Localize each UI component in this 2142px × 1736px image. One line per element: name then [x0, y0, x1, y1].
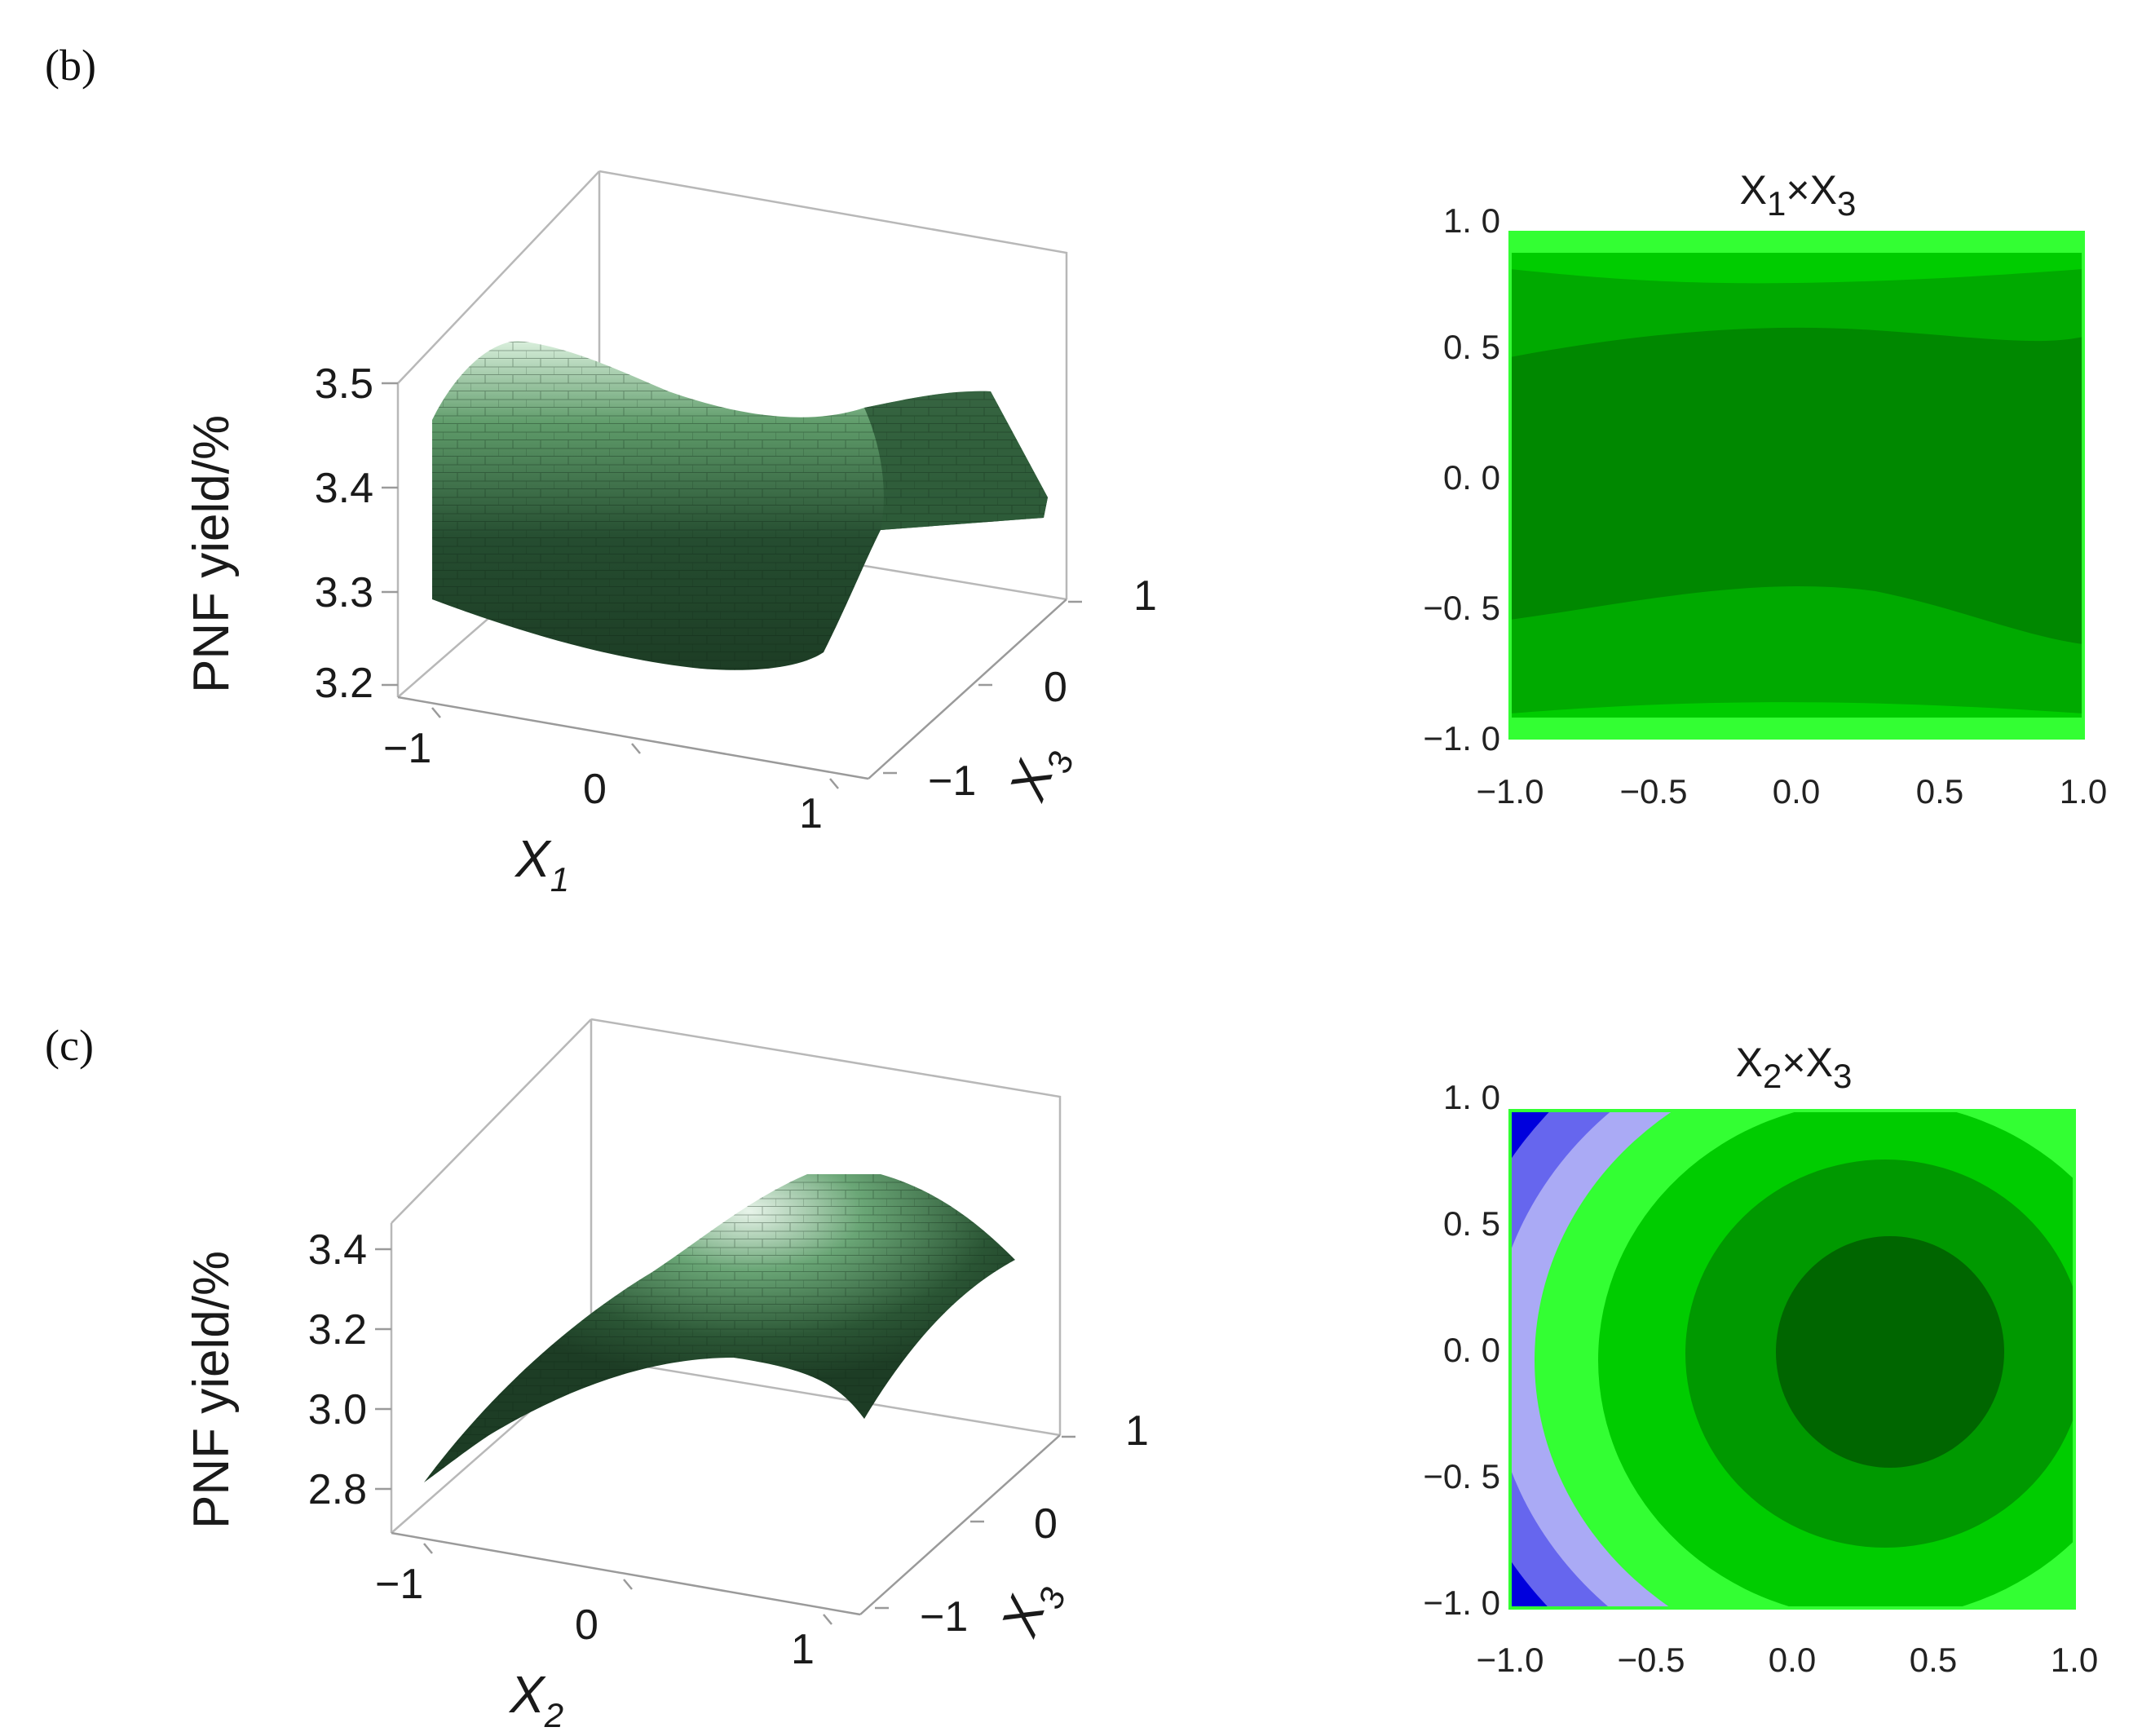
x-tick: −1.0 — [1477, 1641, 1544, 1679]
contour-fill-c — [1510, 1111, 2074, 1608]
z-tick: 3.4 — [308, 1226, 367, 1274]
x-tick: 0.0 — [1769, 1641, 1816, 1679]
panel-b: (b) — [45, 41, 2107, 899]
x-tick: 0.0 — [1773, 772, 1820, 811]
contour-y-ticks-c: 1. 0 0. 5 0. 0 −0. 5 −1. 0 — [1423, 1078, 1500, 1622]
z-axis-title-c: PNF yield/% — [183, 1251, 240, 1529]
y-tick: −0. 5 — [1423, 589, 1500, 627]
contour-x-ticks-b: −1.0 −0.5 0.0 0.5 1.0 — [1477, 772, 2108, 811]
contour-plot-c: X2×X3 1. 0 0. 5 0. 0 −0. 5 −1. 0 −1.0 − — [1423, 1040, 2099, 1679]
y-tick: −1 — [928, 758, 976, 805]
z-axis-title-b: PNF yield/% — [183, 415, 240, 693]
z-tick: 3.0 — [308, 1386, 367, 1433]
contour-plot-b: X1×X3 1. 0 0. 5 0. 0 −0. 5 −1. 0 −1.0 −0… — [1423, 167, 2107, 811]
y-tick: −1. 0 — [1423, 1584, 1500, 1622]
z-tick: 3.3 — [315, 569, 373, 616]
y-tick: 0. 5 — [1443, 1204, 1500, 1243]
x-ticks-b: −1 0 1 — [383, 707, 839, 837]
y-tick: 1. 0 — [1443, 1078, 1500, 1116]
surface-b — [432, 341, 1048, 670]
y-tick: 0. 0 — [1443, 458, 1500, 497]
x-ticks-c: −1 0 1 — [375, 1543, 833, 1673]
x-tick: −0.5 — [1620, 772, 1688, 811]
x-tick: 1 — [791, 1626, 815, 1673]
x-tick: 0 — [583, 766, 607, 813]
y-tick: −0. 5 — [1423, 1457, 1500, 1495]
x-tick: 1 — [799, 790, 823, 837]
y-tick: 0. 0 — [1443, 1331, 1500, 1369]
z-tick: 3.5 — [315, 360, 373, 408]
panel-c: (c) 3.4 3.2 — [45, 1018, 2099, 1734]
panel-label-c: (c) — [45, 1021, 94, 1070]
y-ticks-b: −1 0 1 — [883, 572, 1157, 805]
y-tick: 0 — [1034, 1500, 1058, 1548]
surface-c — [424, 1174, 1015, 1482]
y-tick: −1 — [920, 1593, 968, 1641]
surface-plot-c: 3.4 3.2 3.0 2.8 PNF yield/% −1 0 1 X2 −1… — [183, 1018, 1149, 1734]
contour-frame-b — [1508, 231, 2085, 740]
z-tick: 3.4 — [315, 465, 373, 512]
z-tick: 3.2 — [315, 660, 373, 707]
y-tick: 1 — [1125, 1407, 1149, 1455]
x-tick: 0.5 — [1916, 772, 1963, 811]
x-axis-title-c: X2 — [508, 1665, 563, 1734]
surface-plot-b: 3.5 3.4 3.3 3.2 PNF yield/% −1 0 1 X1 — [183, 170, 1157, 899]
contour-band — [1510, 327, 2083, 644]
z-tick: 3.2 — [308, 1306, 367, 1354]
contour-band — [1776, 1236, 2004, 1468]
y-tick: 1. 0 — [1443, 201, 1500, 240]
contour-fill-b — [1510, 232, 2083, 738]
z-tick: 2.8 — [308, 1466, 367, 1513]
y-ticks-c: −1 0 1 — [875, 1407, 1149, 1641]
panel-label-b: (b) — [45, 41, 96, 90]
contour-x-ticks-c: −1.0 −0.5 0.0 0.5 1.0 — [1477, 1641, 2099, 1679]
contour-title-c: X2×X3 — [1736, 1040, 1853, 1095]
y-tick: 0. 5 — [1443, 328, 1500, 366]
x-tick: 0.5 — [1910, 1641, 1957, 1679]
x-tick: −1.0 — [1477, 772, 1544, 811]
contour-y-ticks-b: 1. 0 0. 5 0. 0 −0. 5 −1. 0 — [1423, 201, 1500, 758]
y-tick: 1 — [1133, 572, 1157, 620]
contour-frame-c — [1508, 1109, 2076, 1610]
z-ticks-b: 3.5 3.4 3.3 3.2 — [315, 360, 398, 707]
x-tick: −1 — [375, 1561, 423, 1608]
y-tick: −1. 0 — [1423, 719, 1500, 758]
z-ticks-c: 3.4 3.2 3.0 2.8 — [308, 1226, 391, 1513]
y-tick: 0 — [1044, 664, 1067, 711]
x-tick: −1 — [383, 725, 431, 772]
y-axis-title-c: X3 — [989, 1572, 1073, 1648]
x-axis-title-b: X1 — [514, 829, 569, 899]
x-tick: −0.5 — [1618, 1641, 1685, 1679]
x-tick: 1.0 — [2051, 1641, 2098, 1679]
x-tick: 1.0 — [2060, 772, 2107, 811]
contour-title-b: X1×X3 — [1740, 167, 1857, 223]
y-axis-title-b: X3 — [997, 736, 1081, 812]
x-tick: 0 — [575, 1601, 598, 1649]
